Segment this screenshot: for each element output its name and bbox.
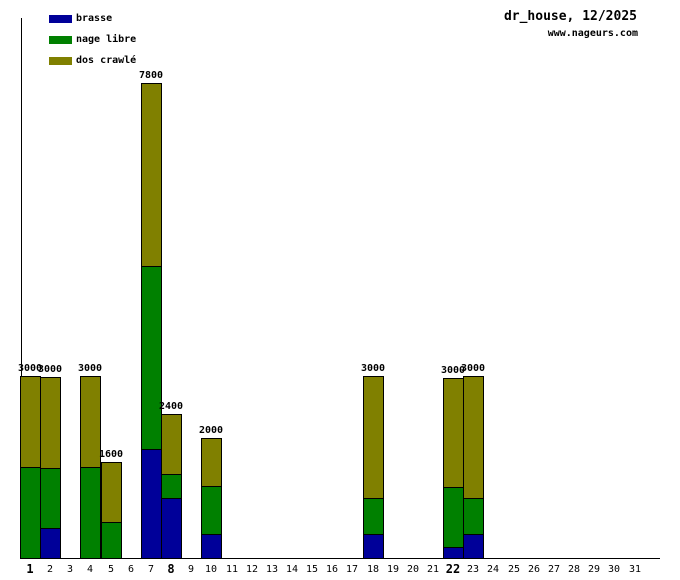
x-axis-label-20: 20 — [406, 564, 420, 575]
x-axis-label-27: 27 — [547, 564, 561, 575]
bar-segment-dos-crawlé — [201, 438, 222, 487]
x-axis-label-22: 22 — [445, 562, 461, 576]
x-axis-label-16: 16 — [325, 564, 339, 575]
bar-total-label-7: 7800 — [138, 70, 164, 81]
x-axis-label-4: 4 — [86, 564, 94, 575]
x-axis-label-30: 30 — [607, 564, 621, 575]
bar-segment-dos-crawlé — [161, 414, 182, 475]
bar-segment-nage-libre — [363, 498, 384, 535]
x-axis-label-13: 13 — [265, 564, 279, 575]
x-axis-label-12: 12 — [245, 564, 259, 575]
bar-segment-brasse — [141, 449, 162, 559]
bar-segment-dos-crawlé — [20, 376, 41, 468]
bar-segment-brasse — [161, 498, 182, 559]
site-watermark: www.nageurs.com — [547, 28, 638, 39]
bar-total-label-1: 3000 — [17, 363, 43, 374]
legend-item-dos-crawlé: dos crawlé — [49, 55, 137, 66]
x-axis-label-10: 10 — [204, 564, 218, 575]
x-axis-label-9: 9 — [187, 564, 195, 575]
bar-segment-nage-libre — [20, 467, 41, 559]
bar-segment-nage-libre — [40, 468, 61, 529]
legend: brasse nage libre dos crawlé — [49, 13, 137, 78]
bar-total-label-18: 3000 — [360, 363, 386, 374]
bar-segment-dos-crawlé — [101, 462, 122, 523]
bar-segment-dos-crawlé — [363, 376, 384, 499]
bar-segment-brasse — [40, 528, 61, 559]
x-axis-label-23: 23 — [466, 564, 480, 575]
legend-swatch-dos-crawlé — [49, 57, 72, 65]
bar-total-label-10: 2000 — [198, 425, 224, 436]
bar-segment-nage-libre — [463, 498, 484, 535]
legend-label: nage libre — [76, 34, 137, 45]
bar-day-1 — [20, 376, 41, 559]
x-axis-label-5: 5 — [107, 564, 115, 575]
x-axis-label-1: 1 — [26, 562, 34, 576]
x-axis-line — [21, 558, 660, 559]
bar-day-8 — [161, 414, 182, 559]
bar-segment-dos-crawlé — [40, 377, 61, 469]
bar-segment-dos-crawlé — [141, 83, 162, 267]
bar-total-label-5: 1600 — [98, 449, 124, 460]
bar-segment-nage-libre — [80, 467, 101, 559]
bar-day-7 — [141, 83, 162, 559]
bar-total-label-8: 2400 — [158, 401, 184, 412]
x-axis-label-8: 8 — [167, 562, 175, 576]
x-axis-label-24: 24 — [486, 564, 500, 575]
x-axis-label-29: 29 — [587, 564, 601, 575]
x-axis-label-2: 2 — [46, 564, 54, 575]
bar-segment-brasse — [201, 534, 222, 559]
x-axis-label-31: 31 — [628, 564, 642, 575]
bar-segment-brasse — [363, 534, 384, 559]
legend-label: dos crawlé — [76, 55, 137, 66]
legend-item-brasse: brasse — [49, 13, 136, 24]
chart-title: dr_house, 12/2025 — [503, 9, 637, 24]
x-axis-label-26: 26 — [527, 564, 541, 575]
legend-swatch-nage-libre — [49, 36, 72, 44]
x-axis-label-18: 18 — [366, 564, 380, 575]
y-axis-line — [21, 18, 22, 559]
bar-total-label-2: 3000 — [37, 364, 63, 375]
legend-swatch-brasse — [49, 15, 72, 23]
bar-day-4 — [80, 376, 101, 559]
bar-day-18 — [363, 376, 384, 559]
x-axis-label-6: 6 — [127, 564, 135, 575]
bar-total-label-4: 3000 — [77, 363, 103, 374]
legend-item-nage-libre: nage libre — [49, 34, 137, 45]
x-axis-label-14: 14 — [285, 564, 299, 575]
bar-segment-brasse — [443, 547, 464, 559]
x-axis-label-11: 11 — [225, 564, 239, 575]
bar-segment-dos-crawlé — [443, 378, 464, 488]
bar-total-label-23: 3000 — [460, 363, 486, 374]
bar-segment-brasse — [463, 534, 484, 559]
bar-segment-nage-libre — [101, 522, 122, 559]
x-axis-label-3: 3 — [66, 564, 74, 575]
x-axis-label-25: 25 — [507, 564, 521, 575]
bar-segment-nage-libre — [443, 487, 464, 548]
bar-day-23 — [463, 376, 484, 559]
x-axis-label-21: 21 — [426, 564, 440, 575]
bar-segment-nage-libre — [201, 486, 222, 535]
x-axis-label-28: 28 — [567, 564, 581, 575]
x-axis-label-15: 15 — [305, 564, 319, 575]
bar-day-22 — [443, 378, 464, 559]
x-axis-label-7: 7 — [147, 564, 155, 575]
bar-segment-nage-libre — [161, 474, 182, 499]
bar-day-2 — [40, 377, 61, 559]
bar-day-5 — [101, 462, 122, 559]
bar-total-label-22: 3000 — [440, 365, 466, 376]
x-axis-label-17: 17 — [345, 564, 359, 575]
bar-segment-nage-libre — [141, 266, 162, 450]
bar-segment-dos-crawlé — [463, 376, 484, 499]
legend-label: brasse — [76, 13, 113, 24]
bar-day-10 — [201, 438, 222, 559]
x-axis-label-19: 19 — [386, 564, 400, 575]
